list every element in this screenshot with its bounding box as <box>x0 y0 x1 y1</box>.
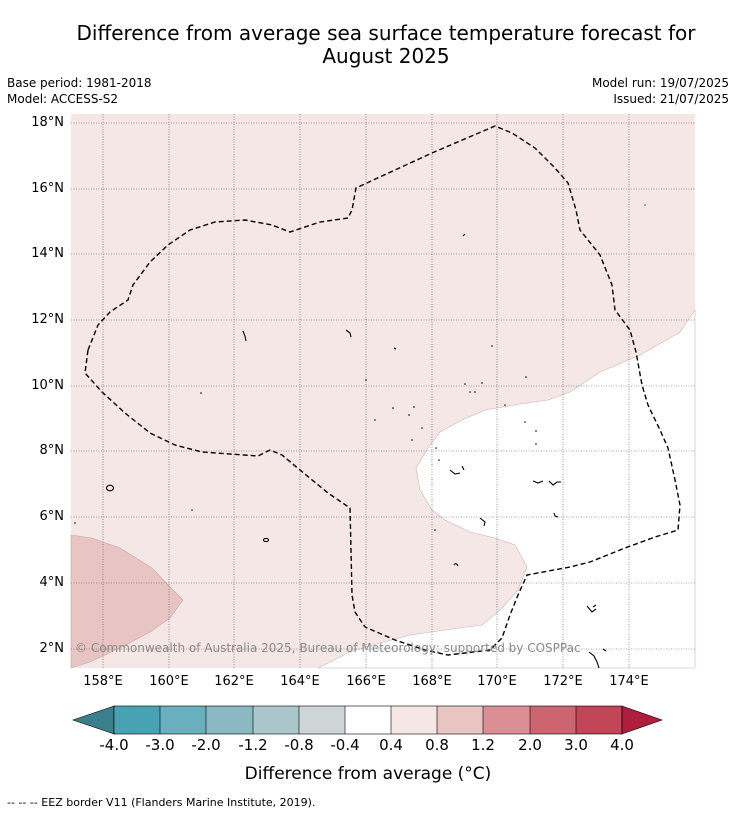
colorbar-band <box>391 706 437 734</box>
colorbar-outline <box>113 705 623 735</box>
lon-label: 166°E <box>346 674 386 689</box>
colorbar-band <box>206 706 253 734</box>
lat-label: 18°N <box>31 115 64 130</box>
colorbar-band <box>437 706 483 734</box>
lon-label: 164°E <box>280 674 320 689</box>
lon-label: 162°E <box>214 674 254 689</box>
model-text: Model: ACCESS-S2 <box>7 92 119 106</box>
colorbar-tick-label: -1.2 <box>238 736 268 754</box>
lon-label: 174°E <box>609 674 649 689</box>
copyright-notice: © Commonwealth of Australia 2025, Bureau… <box>75 641 581 655</box>
chart-title: Difference from average sea surface temp… <box>36 22 736 68</box>
metadata-left: Base period: 1981-2018 Model: ACCESS-S2 <box>7 75 152 107</box>
lon-label: 172°E <box>543 674 583 689</box>
colorbar-tick-label: -2.0 <box>191 736 221 754</box>
lon-label: 168°E <box>412 674 452 689</box>
lon-label: 160°E <box>149 674 189 689</box>
lon-label: 170°E <box>477 674 517 689</box>
lon-label: 158°E <box>83 674 123 689</box>
colorbar-tick-label: -0.4 <box>330 736 360 754</box>
colorbar-band <box>345 706 391 734</box>
graticule <box>71 114 695 668</box>
colorbar-band <box>576 706 622 734</box>
colorbar-tick-label: 0.4 <box>379 736 403 754</box>
colorbar-band <box>530 706 576 734</box>
model-run-text: Model run: 19/07/2025 <box>591 76 729 90</box>
colorbar-tick-label: 4.0 <box>610 736 634 754</box>
colorbar-tick-label: 1.2 <box>471 736 495 754</box>
colorbar-tick-label: -3.0 <box>145 736 175 754</box>
colorbar-band <box>299 706 345 734</box>
colorbar-band <box>253 706 299 734</box>
colorbar-tick-label: -4.0 <box>99 736 129 754</box>
lat-label: 2°N <box>39 641 65 656</box>
lat-label: 14°N <box>31 246 64 261</box>
island-dots <box>74 204 646 531</box>
lat-label: 16°N <box>31 181 64 196</box>
lat-label: 8°N <box>39 443 65 458</box>
metadata-right: Model run: 19/07/2025 Issued: 21/07/2025 <box>592 75 729 107</box>
colorbar <box>72 705 663 735</box>
lat-label: 10°N <box>31 378 64 393</box>
colorbar-band <box>160 706 206 734</box>
colorbar-extend-min <box>72 705 115 735</box>
title-line-2: August 2025 <box>322 44 450 68</box>
issued-text: Issued: 21/07/2025 <box>613 92 729 106</box>
lat-label: 12°N <box>31 312 64 327</box>
eez-legend-note: -- -- -- EEZ border V11 (Flanders Marine… <box>7 796 316 809</box>
warm-anomaly-region <box>70 534 184 669</box>
colorbar-tick-label: -0.8 <box>284 736 314 754</box>
colorbar-band <box>114 706 160 734</box>
near-average-region <box>317 309 696 669</box>
lat-label: 6°N <box>39 509 65 524</box>
colorbar-band <box>483 706 530 734</box>
title-line-1: Difference from average sea surface temp… <box>76 21 696 45</box>
colorbar-extend-max <box>621 705 663 735</box>
colorbar-tick-label: 2.0 <box>518 736 542 754</box>
eez-border <box>84 125 681 656</box>
colorbar-title: Difference from average (°C) <box>244 764 492 784</box>
island-outlines <box>105 233 607 669</box>
colorbar-tick-label: 3.0 <box>564 736 588 754</box>
lat-label: 4°N <box>39 575 65 590</box>
colorbar-tick-label: 0.8 <box>425 736 449 754</box>
base-period-text: Base period: 1981-2018 <box>7 76 152 90</box>
